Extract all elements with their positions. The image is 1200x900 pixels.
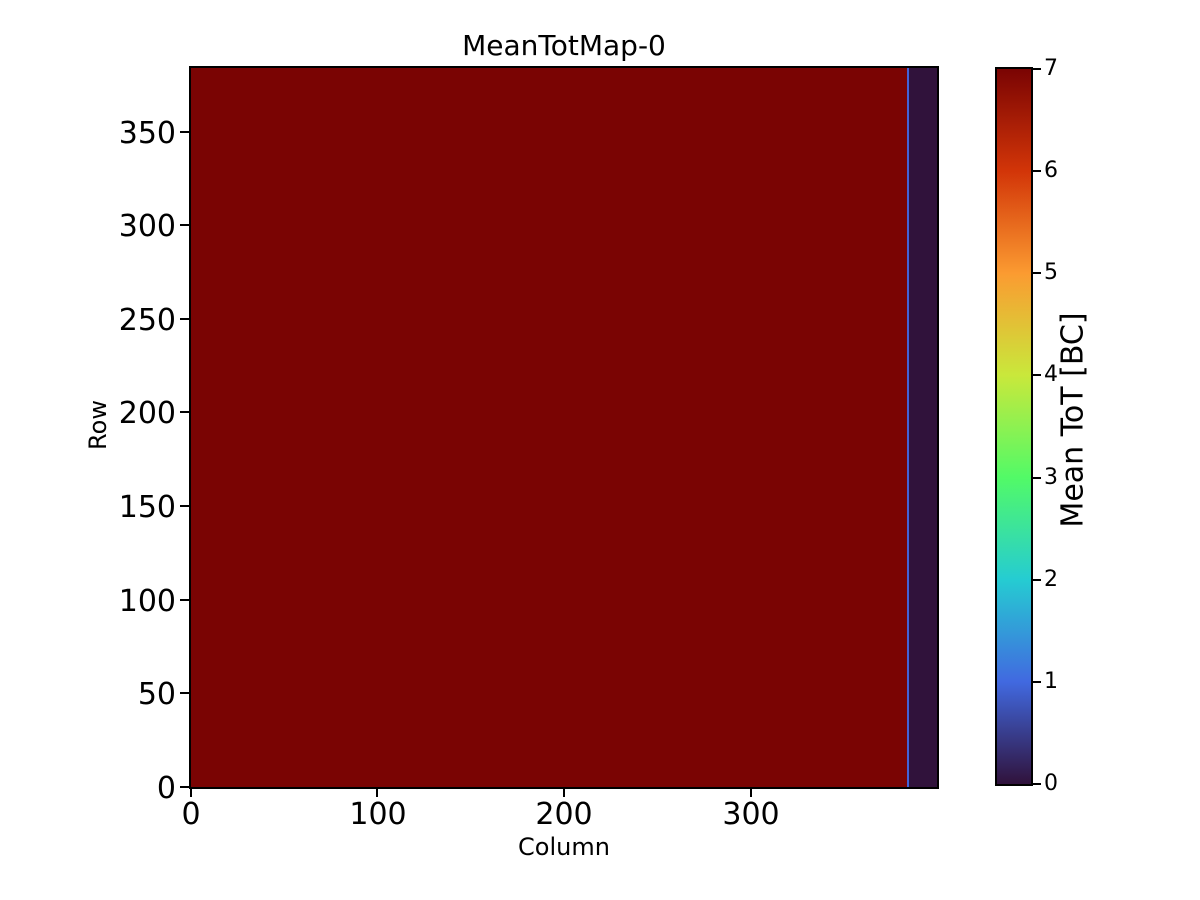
colorbar-tick-label: 0 (1044, 771, 1058, 796)
y-tick-mark (180, 318, 189, 320)
colorbar-tick-mark (1033, 68, 1041, 70)
colorbar-tick-mark (1033, 477, 1041, 479)
heatmap-plot-area (189, 66, 939, 789)
y-tick-label: 100 (118, 584, 176, 619)
y-tick-label: 150 (118, 490, 176, 525)
colorbar-tick-label: 4 (1044, 362, 1058, 387)
colorbar-tick-label: 5 (1044, 260, 1058, 285)
heatmap-region-main (191, 68, 907, 787)
y-tick-mark (180, 786, 189, 788)
y-axis-label: Row (84, 400, 112, 450)
colorbar-tick-label: 7 (1044, 56, 1058, 81)
x-tick-mark (750, 789, 752, 797)
colorbar-tick-label: 3 (1044, 465, 1058, 490)
plot-title: MeanTotMap-0 (462, 29, 666, 62)
x-tick-mark (563, 789, 565, 797)
colorbar-tick-mark (1033, 170, 1041, 172)
x-tick-label: 0 (181, 797, 201, 832)
y-tick-mark (180, 131, 189, 133)
x-tick-label: 100 (349, 797, 407, 832)
colorbar-tick-mark (1033, 579, 1041, 581)
y-tick-mark (180, 692, 189, 694)
y-tick-label: 200 (118, 396, 176, 431)
x-tick-mark (190, 789, 192, 797)
heatmap-region-boundary-column (907, 68, 909, 787)
colorbar (995, 67, 1033, 786)
x-tick-label: 200 (535, 797, 593, 832)
y-tick-label: 0 (156, 771, 176, 806)
colorbar-tick-label: 2 (1044, 567, 1058, 592)
x-tick-label: 300 (722, 797, 780, 832)
y-tick-mark (180, 224, 189, 226)
colorbar-tick-mark (1033, 783, 1041, 785)
y-tick-label: 300 (118, 209, 176, 244)
y-tick-label: 350 (118, 116, 176, 151)
x-axis-label: Column (518, 833, 610, 861)
y-tick-label: 250 (118, 303, 176, 338)
y-tick-mark (180, 411, 189, 413)
colorbar-tick-label: 1 (1044, 669, 1058, 694)
colorbar-tick-mark (1033, 374, 1041, 376)
colorbar-tick-mark (1033, 272, 1041, 274)
colorbar-axis-label: Mean ToT [BC] (1055, 312, 1091, 528)
y-tick-label: 50 (137, 677, 176, 712)
colorbar-tick-label: 6 (1044, 158, 1058, 183)
colorbar-gradient (997, 69, 1031, 784)
x-tick-mark (376, 789, 378, 797)
heatmap-region-right-edge-band (909, 68, 937, 787)
y-tick-mark (180, 505, 189, 507)
y-tick-mark (180, 599, 189, 601)
colorbar-tick-mark (1033, 681, 1041, 683)
